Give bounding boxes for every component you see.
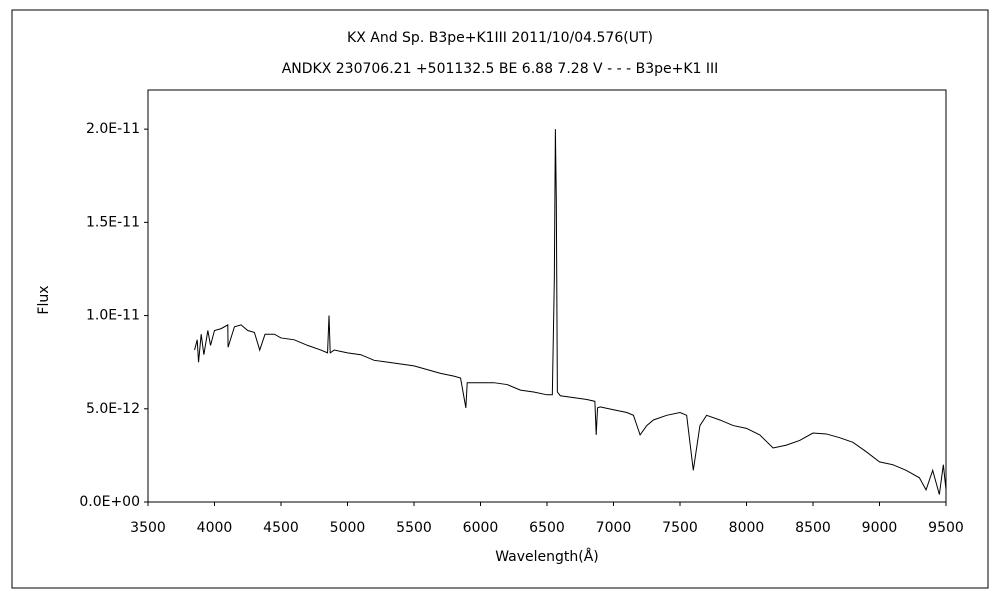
y-tick-label: 5.0E-12 [86, 401, 140, 417]
x-tick-label: 6500 [529, 520, 565, 536]
y-tick-label: 2.0E-11 [86, 121, 140, 137]
x-tick-label: 5500 [396, 520, 432, 536]
y-tick-label: 0.0E+00 [79, 494, 140, 510]
chart-title: KX And Sp. B3pe+K1III 2011/10/04.576(UT) [347, 30, 653, 46]
y-tick-label: 1.0E-11 [86, 308, 140, 324]
y-tick-label: 1.5E-11 [86, 214, 140, 230]
x-tick-label: 4500 [263, 520, 299, 536]
x-tick-label: 8500 [795, 520, 831, 536]
x-tick-label: 8000 [729, 520, 765, 536]
x-tick-label: 9000 [862, 520, 898, 536]
chart-border [11, 9, 989, 589]
x-tick-label: 6000 [463, 520, 499, 536]
chart-subtitle: ANDKX 230706.21 +501132.5 BE 6.88 7.28 V… [282, 61, 719, 77]
x-axis-label: Wavelength(Å) [495, 548, 599, 565]
x-tick-label: 4000 [197, 520, 233, 536]
x-tick-label: 7500 [662, 520, 698, 536]
x-tick-label: 7000 [596, 520, 632, 536]
x-tick-label: 5000 [330, 520, 366, 536]
spectrum-line [194, 129, 947, 495]
x-tick-label: 3500 [130, 520, 166, 536]
x-tick-label: 9500 [928, 520, 964, 536]
y-axis-label: Flux [36, 285, 52, 314]
